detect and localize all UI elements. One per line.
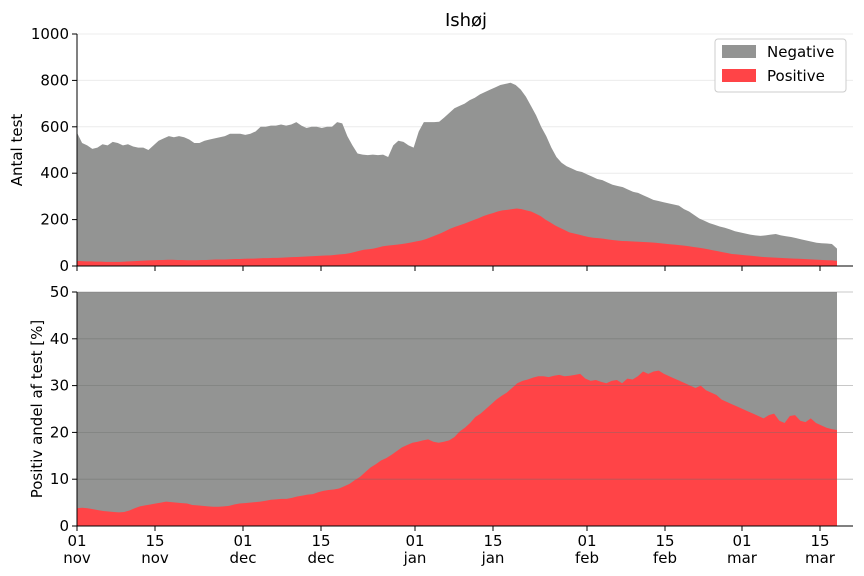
- bottom-y-tick-label: 40: [50, 330, 69, 348]
- x-tick-label-month: mar: [805, 549, 836, 567]
- top-y-tick-label: 200: [40, 211, 69, 229]
- negative-area: [77, 82, 837, 266]
- bottom-y-ticks: 0 10 20 30 40 50: [50, 283, 77, 535]
- x-tick-label-month: mar: [727, 549, 758, 567]
- x-tick-label-day: 15: [311, 532, 330, 550]
- top-y-tick-label: 0: [59, 257, 69, 275]
- y-axis-label: Antal test: [8, 114, 26, 187]
- x-tick-label-day: 01: [67, 532, 86, 550]
- bottom-y-tick-label: 30: [50, 377, 69, 395]
- y-axis-label-share: Positiv andel af test [%]: [28, 320, 46, 499]
- x-tick-label-day: 01: [233, 532, 252, 550]
- x-tick-label-month: jan: [481, 549, 505, 567]
- x-tick-label-month: dec: [230, 549, 257, 567]
- top-axes: [76, 34, 853, 267]
- positive-share-area: [77, 370, 837, 526]
- x-tick-label-month: dec: [308, 549, 335, 567]
- panel-total-tests: Ishøj 0 200 400 600 800 1000 Antal test Negat…: [8, 10, 853, 275]
- bottom-y-tick-label: 10: [50, 470, 69, 488]
- bottom-y-tick-label: 0: [59, 517, 69, 535]
- legend: Negative Positive: [714, 38, 847, 93]
- x-tick-label-day: 15: [810, 532, 829, 550]
- top-x-ticks: [76, 266, 821, 271]
- top-y-tick-label: 600: [40, 118, 69, 136]
- x-tick-label-day: 01: [577, 532, 596, 550]
- x-tick-label-month: feb: [653, 549, 677, 567]
- top-y-tick-label: 800: [40, 71, 69, 89]
- bottom-y-tick-label: 50: [50, 283, 69, 301]
- legend-label-positive: Positive: [767, 67, 825, 85]
- bottom-y-tick-label: 20: [50, 423, 69, 441]
- bottom-x-ticks: 01nov15nov01dec15dec01jan15jan01feb15feb…: [63, 526, 836, 567]
- x-tick-label-day: 15: [483, 532, 502, 550]
- x-tick-label-month: nov: [63, 549, 91, 567]
- chart-title: Ishøj: [445, 10, 487, 31]
- positive-area: [77, 208, 837, 266]
- top-y-ticks: 0 200 400 600 800 1000: [31, 25, 77, 275]
- x-tick-label-month: feb: [575, 549, 599, 567]
- x-tick-label-day: 01: [732, 532, 751, 550]
- legend-label-negative: Negative: [767, 43, 834, 61]
- x-tick-label-day: 15: [145, 532, 164, 550]
- legend-swatch-positive: [722, 69, 756, 82]
- top-y-tick-label: 400: [40, 164, 69, 182]
- x-tick-label-month: jan: [403, 549, 427, 567]
- x-tick-label-day: 15: [655, 532, 674, 550]
- bottom-axes: [76, 292, 853, 527]
- x-tick-label-day: 01: [405, 532, 424, 550]
- legend-swatch-negative: [722, 45, 756, 58]
- top-y-tick-label: 1000: [31, 25, 69, 43]
- x-tick-label-month: nov: [141, 549, 169, 567]
